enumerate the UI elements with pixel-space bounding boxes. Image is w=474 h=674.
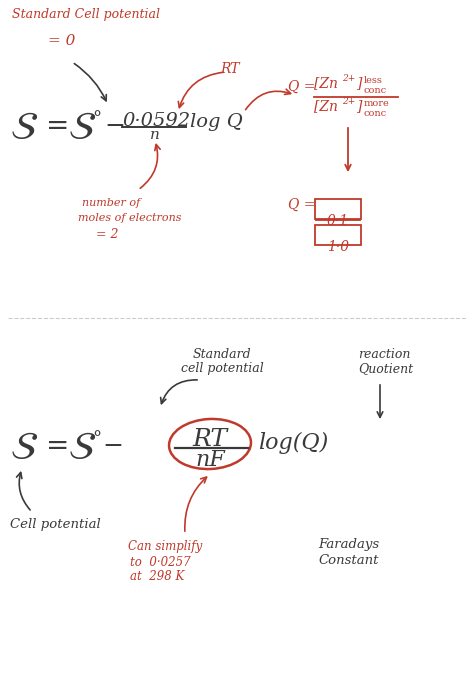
Text: Can simplify: Can simplify — [128, 540, 202, 553]
Text: ]: ] — [356, 76, 361, 90]
Text: 2+: 2+ — [342, 74, 355, 83]
Text: log(Q): log(Q) — [258, 432, 328, 454]
Text: −: − — [104, 115, 125, 138]
Text: 0·1: 0·1 — [327, 214, 349, 228]
Text: Standard Cell potential: Standard Cell potential — [12, 8, 160, 21]
Text: =: = — [46, 433, 69, 460]
Text: at  298 K: at 298 K — [130, 570, 184, 583]
Text: $\mathcal{S}$: $\mathcal{S}$ — [68, 110, 96, 147]
Text: Faradays: Faradays — [318, 538, 379, 551]
Text: conc: conc — [364, 86, 387, 95]
Text: 2+: 2+ — [342, 97, 355, 106]
Text: Q =: Q = — [288, 80, 315, 94]
Text: conc: conc — [364, 109, 387, 118]
Text: = 2: = 2 — [96, 228, 118, 241]
Text: n: n — [150, 128, 160, 142]
Text: cell potential: cell potential — [181, 362, 264, 375]
Text: Cell potential: Cell potential — [10, 518, 101, 531]
Text: °: ° — [92, 430, 101, 448]
Text: °: ° — [92, 110, 101, 128]
Text: $\mathcal{S}$: $\mathcal{S}$ — [10, 110, 38, 147]
Text: [Zn: [Zn — [314, 76, 338, 90]
Text: Standard: Standard — [193, 348, 251, 361]
Text: =: = — [46, 113, 69, 140]
Text: Q =: Q = — [288, 198, 315, 212]
Text: = 0: = 0 — [48, 34, 75, 48]
Text: moles of electrons: moles of electrons — [78, 213, 182, 223]
Text: less: less — [364, 76, 383, 85]
Text: nF: nF — [195, 449, 225, 471]
Text: number of: number of — [82, 198, 140, 208]
Text: ]: ] — [356, 99, 361, 113]
Text: Constant: Constant — [318, 554, 379, 567]
Text: reaction: reaction — [358, 348, 410, 361]
Text: [Zn: [Zn — [314, 99, 338, 113]
Text: Quotient: Quotient — [358, 362, 413, 375]
Text: −: − — [102, 435, 123, 458]
Text: $\mathcal{S}$: $\mathcal{S}$ — [68, 430, 96, 467]
Text: RT: RT — [192, 428, 228, 451]
Text: RT: RT — [220, 62, 239, 76]
Text: log Q: log Q — [190, 113, 243, 131]
Text: 0·0592: 0·0592 — [122, 112, 190, 130]
Text: $\mathcal{S}$: $\mathcal{S}$ — [10, 430, 38, 467]
Text: 1·0: 1·0 — [327, 240, 349, 254]
Text: more: more — [364, 99, 390, 108]
Text: to  0·0257: to 0·0257 — [130, 556, 191, 569]
